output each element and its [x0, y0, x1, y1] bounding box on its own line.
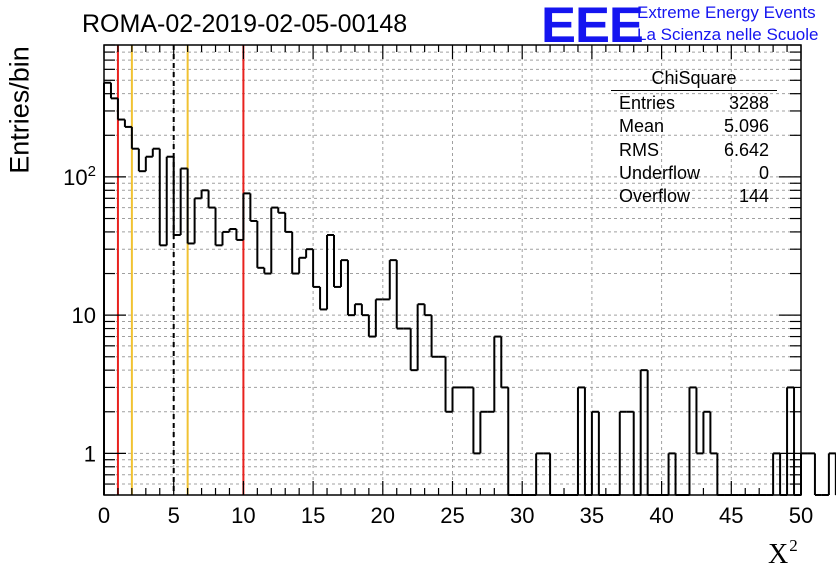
x-tick-label: 35: [580, 503, 604, 528]
stats-label: Underflow: [619, 162, 701, 183]
x-tick-label: 40: [649, 503, 673, 528]
x-tick-label: 15: [301, 503, 325, 528]
x-tick-label: 45: [719, 503, 743, 528]
stats-row: Underflow 0: [611, 162, 777, 185]
stats-value: 6.642: [723, 139, 769, 160]
x-tick-label: 0: [98, 503, 110, 528]
reference-lines: [116, 45, 245, 495]
stats-label: RMS: [619, 139, 659, 160]
stats-box: ChiSquare Entries 3288 Mean 5.096 RMS 6.642…: [611, 67, 777, 208]
x-axis-label: X2: [768, 536, 798, 571]
x-tick-label: 30: [510, 503, 534, 528]
x-tick-label: 5: [168, 503, 180, 528]
x-tick-label: 20: [371, 503, 395, 528]
stats-row: Entries 3288: [611, 92, 777, 115]
eee-logo: EEE: [541, 0, 644, 53]
stats-title: ChiSquare: [611, 67, 777, 91]
stats-value: 144: [738, 186, 769, 207]
x-tick-label: 50: [789, 503, 813, 528]
stats-label: Mean: [619, 116, 665, 137]
stats-value: 5.096: [723, 116, 769, 137]
axes: 0 5 10 15 20 25 30 35 40 45 50 1 10 102: [63, 44, 813, 528]
stats-label: Overflow: [619, 186, 691, 207]
logo-line-2: La Scienza nelle Scuole: [637, 25, 819, 44]
x-tick-label: 25: [440, 503, 464, 528]
stats-label: Entries: [619, 93, 676, 113]
y-tick-label: 10: [72, 303, 96, 328]
x-axis-label-base: X: [768, 539, 789, 570]
stats-row: Mean 5.096: [611, 115, 777, 138]
y-axis-label: Entries/bin: [4, 46, 35, 174]
y-tick-label: 1: [84, 441, 96, 466]
x-tick-label: 10: [231, 503, 255, 528]
stats-value: 0: [758, 162, 769, 183]
stats-row: Overflow 144: [611, 185, 777, 208]
stats-value: 3288: [728, 93, 769, 113]
x-axis-label-superscript: 2: [789, 536, 798, 555]
page-title: ROMA-02-2019-02-05-00148: [82, 10, 408, 38]
logo-line-1: Extreme Energy Events: [637, 3, 816, 22]
y-tick-label: 102: [63, 163, 96, 190]
stats-row: RMS 6.642: [611, 139, 777, 162]
